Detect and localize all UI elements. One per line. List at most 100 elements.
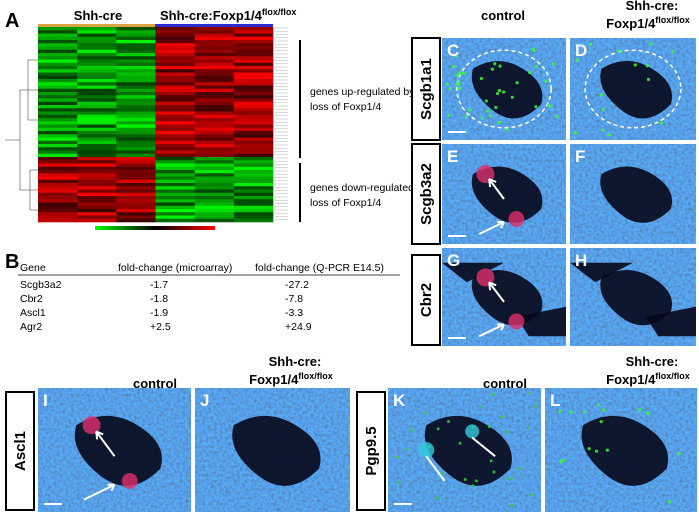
heatmap-cell: [77, 134, 117, 138]
heatmap-cell: [38, 56, 78, 60]
heatmap-cell: [77, 43, 117, 47]
heatmap-cell: [233, 124, 274, 129]
heatmap-cell: [233, 118, 274, 122]
heatmap-cell: [38, 62, 78, 67]
signal: [588, 42, 593, 46]
heatmap-cell: [77, 95, 117, 99]
heatmap-cell: [116, 196, 156, 200]
heatmap-cell: [38, 121, 78, 125]
heatmap-cell: [77, 124, 117, 129]
signal: [436, 496, 440, 500]
signal: [527, 426, 531, 430]
signal: [445, 82, 449, 87]
heatmap-cell: [38, 196, 78, 200]
signal: [677, 451, 681, 456]
heatmap-cell: [116, 49, 156, 54]
heatmap-cell: [194, 85, 235, 90]
signal: [489, 114, 493, 118]
heatmap-cell: [38, 127, 78, 132]
signal: [646, 77, 651, 82]
heatmap-cell: [77, 98, 117, 103]
heatmap-cell: [116, 43, 156, 47]
heatmap-cell: [155, 56, 195, 60]
heatmap-cell: [116, 166, 156, 171]
heatmap-cell: [38, 176, 78, 181]
panel-letter: D: [575, 41, 587, 60]
heatmap-cell: [155, 166, 195, 171]
heatmap-cell: [116, 160, 156, 164]
heatmap-cell: [155, 192, 195, 197]
heatmap-cell: [194, 82, 235, 86]
heatmap-cell: [155, 173, 195, 177]
heatmap-cell: [233, 189, 274, 194]
heatmap-cell: [233, 134, 274, 138]
heatmap-cell: [77, 46, 117, 51]
heatmap-cell: [38, 59, 78, 64]
heatmap-cell: [77, 111, 117, 116]
heatmap-cell: [233, 179, 274, 184]
heatmap-cell: [233, 127, 274, 132]
heatmap-cell: [77, 186, 117, 190]
heatmap-cell: [155, 30, 195, 34]
column-header: Shh-cre:: [626, 0, 679, 13]
signal: [492, 470, 496, 474]
heatmap-cell: [38, 75, 78, 80]
table-header: fold-change (microarray): [118, 262, 232, 274]
marker-label: Pgp9.5: [363, 426, 380, 475]
heatmap-cell: [194, 27, 235, 31]
heatmap-cell: [155, 92, 195, 96]
signal: [82, 416, 101, 435]
heatmap-cell: [233, 101, 274, 106]
signal: [532, 49, 536, 53]
heatmap-cell: [38, 215, 78, 220]
heatmap-cell: [155, 179, 195, 184]
micrograph: I: [38, 388, 191, 512]
signal: [510, 95, 514, 99]
heatmap-cell: [194, 170, 235, 174]
heatmap-cell: [194, 95, 235, 99]
heatmap-cell: [77, 166, 117, 171]
heatmap-cell: [116, 92, 156, 96]
signal: [447, 419, 451, 423]
heatmap-cell: [38, 85, 78, 90]
heatmap-cell: [194, 56, 235, 60]
heatmap-cell: [116, 153, 156, 158]
column-header: Foxp1/4flox/flox: [606, 371, 690, 387]
heatmap-cell: [194, 173, 235, 177]
heatmap-cell: [116, 98, 156, 103]
heatmap: [5, 24, 288, 223]
table-cell: +24.9: [285, 321, 312, 333]
arrow: [83, 483, 116, 501]
heatmap-cell: [77, 170, 117, 174]
heatmap-cell: [116, 179, 156, 184]
signal: [500, 415, 504, 419]
heatmap-cell: [77, 66, 117, 70]
heatmap-cell: [194, 176, 235, 181]
heatmap-cell: [194, 199, 235, 203]
heatmap-cell: [38, 163, 78, 168]
heatmap-cell: [233, 114, 274, 119]
heatmap-cell: [77, 176, 117, 181]
heatmap-cell: [155, 43, 195, 47]
heatmap-cell: [77, 82, 117, 86]
heatmap-cell: [77, 79, 117, 83]
heatmap-cell: [194, 131, 235, 135]
signal: [555, 114, 559, 119]
heatmap-cell: [233, 137, 274, 142]
heatmap-cell: [77, 72, 117, 77]
heatmap-cell: [233, 98, 274, 103]
heatmap-cell: [194, 59, 235, 64]
dendrogram: [5, 59, 38, 211]
signal: [534, 105, 538, 109]
heatmap-cell: [155, 205, 195, 210]
heatmap-cell: [77, 163, 117, 168]
heatmap-cell: [116, 85, 156, 90]
heatmap-cell: [38, 202, 78, 207]
signal: [457, 87, 461, 91]
heatmap-cell: [155, 144, 195, 148]
panel-letter: J: [200, 391, 209, 410]
heatmap-cell: [194, 183, 235, 187]
signal: [463, 477, 467, 481]
heatmap-cell: [233, 88, 274, 93]
heatmap-cell: [116, 173, 156, 177]
